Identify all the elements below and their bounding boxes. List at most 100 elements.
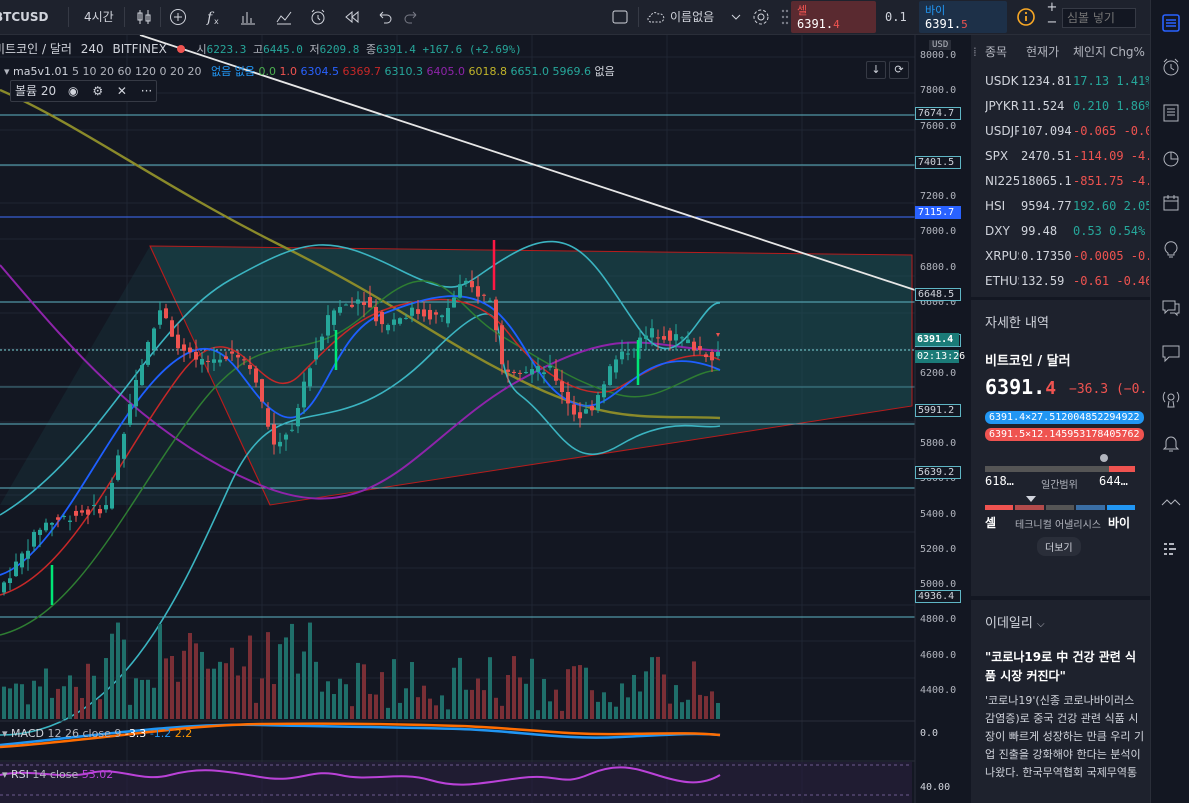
macd-legend[interactable]: ▾ MACD 12 26 close 9 -3.3 -1.2 2.2 (2, 727, 192, 740)
col-change[interactable]: 체인지 Chg% (1073, 45, 1145, 59)
watchlist-icon[interactable] (1160, 12, 1182, 34)
auto-scale-icon[interactable]: ⟳ (889, 61, 909, 79)
message-icon[interactable] (1160, 342, 1182, 364)
more-button[interactable]: 더보기 (1037, 537, 1081, 556)
volume-bar (518, 677, 522, 719)
candle-style-icon[interactable] (134, 7, 154, 27)
volume-bar (650, 657, 654, 719)
more-icon[interactable]: ··· (140, 84, 153, 98)
news-source-dropdown[interactable]: 이데일리 ⌵ (985, 612, 1045, 631)
symbol-search-input[interactable] (1062, 8, 1136, 28)
watchlist-row[interactable]: XRPUSD0.17350-0.0005 -0.33% (971, 244, 1150, 269)
dom-depth-icon[interactable] (1160, 538, 1182, 560)
price-tick-label: 5200.0 (920, 543, 957, 555)
volume-bar (56, 688, 60, 719)
legend-collapse-icon[interactable]: ▾ (2, 768, 8, 781)
news-list-icon[interactable] (1160, 102, 1182, 124)
col-symbol[interactable]: 종목 (985, 45, 1008, 59)
volume-bar (236, 675, 240, 719)
candles-group (2, 270, 720, 596)
col-last[interactable]: 현재가 (1026, 45, 1060, 59)
drag-handle-icon[interactable] (781, 8, 789, 26)
volume-bar (68, 675, 72, 719)
watchlist-change: 192.60 2.05% (1073, 199, 1149, 213)
fullscreen-icon[interactable] (610, 7, 630, 27)
candle-body (380, 311, 384, 325)
sell-button[interactable]: 셀 6391.4 (791, 1, 876, 33)
details-change: −36.3 (−0. (1069, 382, 1148, 397)
calendar-icon[interactable] (1160, 192, 1182, 214)
templates-icon[interactable] (274, 7, 294, 27)
macd-line (0, 723, 721, 747)
volume-legend[interactable]: 볼륨 20 ◉ ⚙ ✕ ··· (10, 80, 158, 102)
volume-bar (326, 681, 330, 719)
scroll-to-realtime-icon[interactable]: ↓ (866, 61, 886, 79)
volume-bar (476, 678, 480, 719)
range-low: 618… (985, 474, 1014, 488)
zoom-in-icon[interactable]: + (1046, 0, 1058, 15)
alert-clock-icon[interactable] (308, 7, 328, 27)
settings-icon[interactable]: ⚙ (92, 84, 104, 98)
watchlist-last: 9594.77 (1021, 199, 1072, 213)
news-headline[interactable]: "코로나19로 中 건강 관련 식품 시장 커진다" (985, 650, 1137, 683)
price-tick-label: 7600.0 (920, 120, 957, 132)
horizontal-levels[interactable] (0, 114, 915, 618)
candle-body (500, 325, 504, 365)
zoom-stepper[interactable]: + − (1044, 0, 1060, 34)
idea-bulb-icon[interactable] (1160, 238, 1182, 260)
volume-bar (560, 710, 564, 719)
volume-bar (272, 684, 276, 719)
buy-button[interactable]: 바이 6391.5 (919, 1, 1007, 33)
broadcast-icon[interactable] (1160, 388, 1182, 410)
trend-line[interactable] (139, 35, 916, 291)
price-chart[interactable] (0, 35, 970, 803)
rsi-legend[interactable]: ▾ RSI 14 close 53.02 (2, 768, 113, 781)
notification-bell-icon[interactable] (1160, 432, 1182, 454)
layout-name-button[interactable]: 이름없음 (670, 10, 715, 24)
settings-gear-icon[interactable] (751, 7, 771, 27)
legend-title[interactable]: 비트코인 / 달러 (0, 42, 72, 56)
legend-collapse-icon[interactable]: ▾ (4, 65, 10, 78)
zoom-out-icon[interactable]: − (1046, 15, 1058, 30)
close-icon[interactable]: ✕ (116, 84, 127, 98)
watchlist-row[interactable]: USDJPY107.094-0.065 -0.06% (971, 119, 1150, 144)
ma-value: 5969.6 (552, 65, 591, 78)
replay-icon[interactable] (342, 7, 362, 27)
candle-body (620, 351, 624, 360)
candle-body (62, 516, 66, 518)
redo-icon[interactable] (402, 7, 422, 27)
details-symbol-name: 비트코인 / 달러 (985, 354, 1071, 369)
undo-icon[interactable] (374, 7, 394, 27)
details-header[interactable]: 자세한 내역 (985, 316, 1049, 331)
chart-area[interactable]: USD 8000.07800.07600.07400.07200.07000.0… (0, 35, 970, 803)
pie-chart-icon[interactable] (1160, 148, 1182, 170)
alarm-clock-icon[interactable] (1160, 56, 1182, 78)
ma-indicator-legend[interactable]: ▾ ma5v1.01 5 10 20 60 120 0 20 20 없음 없음 … (4, 63, 615, 79)
watchlist-row[interactable]: DXY 99.48 0.53 0.54% (971, 219, 1150, 244)
watchlist-row[interactable]: SPX 2470.51-114.09 -4.41% (971, 144, 1150, 169)
watchlist-drag-icon[interactable]: ⁞ (973, 45, 977, 59)
price-tick-label: 7800.0 (920, 85, 957, 97)
legend-collapse-icon[interactable]: ▾ (2, 727, 8, 740)
triangle-pattern[interactable] (0, 245, 913, 506)
watchlist-row[interactable]: JPYKRW11.524 0.210 1.86% (971, 94, 1150, 119)
watchlist-row[interactable]: ETHUSD132.59 -0.61 -0.46% (971, 269, 1150, 294)
chat-icon[interactable] (1160, 296, 1182, 318)
chevron-down-icon[interactable] (726, 7, 746, 27)
watchlist-last: 0.17350 (1021, 249, 1072, 263)
add-compare-icon[interactable] (168, 7, 188, 27)
volume-bar (350, 706, 354, 719)
candle-body (44, 522, 48, 531)
volume-bar (566, 669, 570, 719)
financials-icon[interactable] (238, 7, 258, 27)
info-icon[interactable] (1016, 7, 1036, 27)
stream-chart-icon[interactable] (1160, 492, 1182, 514)
eye-icon[interactable]: ◉ (68, 84, 79, 98)
legend-interval: 240 (80, 42, 104, 56)
interval-button[interactable]: 4시간 (84, 10, 114, 24)
symbol-search-button[interactable]: BTCUSD (0, 10, 49, 24)
